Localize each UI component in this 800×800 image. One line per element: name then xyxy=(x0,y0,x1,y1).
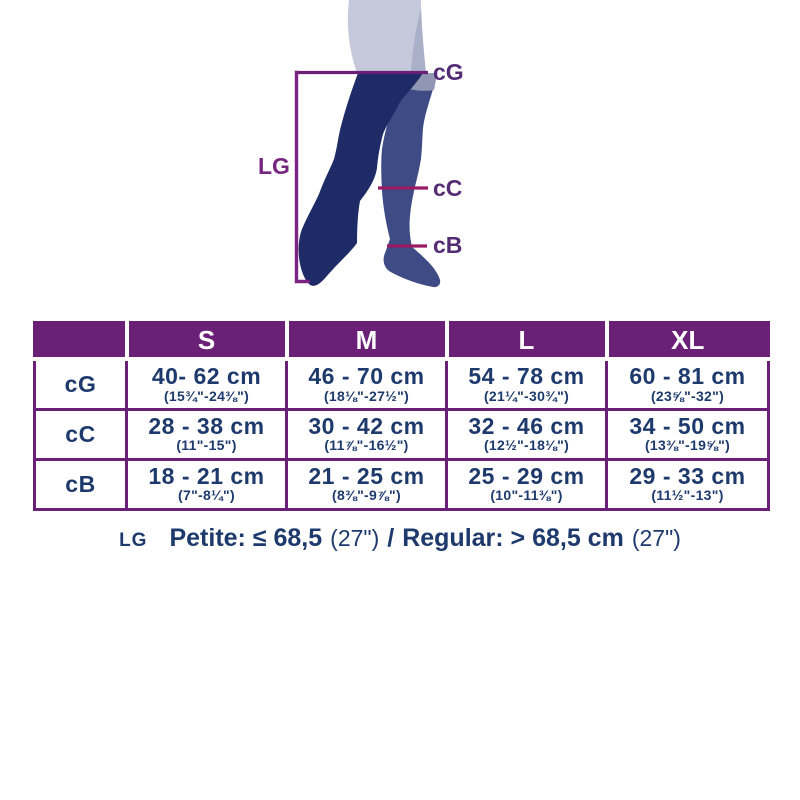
cell-cg-s: 40- 62 cm (15¾"-24⅜") xyxy=(125,359,287,409)
cg-label: cG xyxy=(433,59,464,85)
footnote-regular-text: Regular: > 68,5 cm xyxy=(402,524,624,552)
cell-cb-m: 21 - 25 cm (8⅜"-9⅞") xyxy=(285,457,447,509)
cell-value-inch: (11⅞"-16½") xyxy=(324,437,409,454)
cell-value-inch: (12½"-18⅛") xyxy=(483,437,570,454)
lg-length-bracket xyxy=(294,70,310,284)
cell-cg-m: 46 - 70 cm (18⅛"-27½") xyxy=(285,359,447,409)
header-size-xl: XL xyxy=(604,322,769,361)
row-label-cc: cC xyxy=(34,407,127,459)
cell-value-inch: (11½"-13") xyxy=(651,487,724,504)
footnote-separator: / xyxy=(387,524,395,552)
table-header-row: S M L XL xyxy=(34,322,769,361)
table-row-cc: cC 28 - 38 cm (11"-15") 30 - 42 cm (11⅞"… xyxy=(34,407,769,459)
length-footnote: LG Petite: ≤ 68,5 (27") / Regular: > 68,… xyxy=(0,524,800,553)
cell-value-inch: (11"-15") xyxy=(176,437,237,454)
cc-label: cC xyxy=(433,175,462,201)
row-label-cg: cG xyxy=(34,359,127,409)
cell-cc-s: 28 - 38 cm (11"-15") xyxy=(125,407,287,459)
cell-value-cm: 60 - 81 cm xyxy=(629,363,746,390)
header-corner-cell xyxy=(34,322,127,361)
cell-value-cm: 34 - 50 cm xyxy=(629,413,746,440)
cell-value-inch: (10"-11⅜") xyxy=(490,487,563,504)
cell-value-cm: 18 - 21 cm xyxy=(148,463,265,490)
cell-value-inch: (18⅛"-27½") xyxy=(323,387,410,404)
cell-value-cm: 30 - 42 cm xyxy=(308,413,425,440)
size-table: S M L XL cG 40- 62 cm (15¾"-24⅜") 46 - 7… xyxy=(33,321,770,511)
body-shadow xyxy=(411,8,426,73)
cell-value-inch: (13⅜"-19⅝") xyxy=(644,437,731,454)
cell-value-cm: 28 - 38 cm xyxy=(148,413,265,440)
header-size-m: M xyxy=(284,322,447,361)
footnote-petite-inches: (27") xyxy=(330,525,380,551)
cell-value-inch: (21¼"-30¾") xyxy=(483,387,570,404)
table-row-cg: cG 40- 62 cm (15¾"-24⅜") 46 - 70 cm (18⅛… xyxy=(34,359,769,409)
cell-value-inch: (15¾"-24⅜") xyxy=(163,387,250,404)
footnote-petite-text: Petite: ≤ 68,5 xyxy=(169,524,323,552)
front-leg-silhouette xyxy=(381,73,441,288)
cell-value-cm: 29 - 33 cm xyxy=(629,463,746,490)
body-silhouette xyxy=(347,0,426,73)
cell-value-cm: 32 - 46 cm xyxy=(468,413,585,440)
cell-value-cm: 46 - 70 cm xyxy=(308,363,425,390)
cell-cb-xl: 29 - 33 cm (11½"-13") xyxy=(605,457,769,509)
footnote-regular-inches: (27") xyxy=(631,525,681,551)
cb-label: cB xyxy=(433,232,462,258)
header-size-s: S xyxy=(124,322,287,361)
cell-value-cm: 21 - 25 cm xyxy=(308,463,425,490)
cell-value-inch: (8⅜"-9⅞") xyxy=(332,487,401,504)
cell-value-cm: 25 - 29 cm xyxy=(468,463,585,490)
cell-cc-l: 32 - 46 cm (12½"-18⅛") xyxy=(445,407,607,459)
legs-measurement-diagram: cG cC cB LG xyxy=(258,0,464,288)
footnote-lg-label: LG xyxy=(119,530,148,551)
cell-cc-m: 30 - 42 cm (11⅞"-16½") xyxy=(285,407,447,459)
cell-cg-xl: 60 - 81 cm (23⅝"-32") xyxy=(605,359,769,409)
back-leg-silhouette xyxy=(298,73,423,286)
cell-value-inch: (23⅝"-32") xyxy=(650,387,725,404)
cell-cg-l: 54 - 78 cm (21¼"-30¾") xyxy=(445,359,607,409)
cell-cb-l: 25 - 29 cm (10"-11⅜") xyxy=(445,457,607,509)
cell-cc-xl: 34 - 50 cm (13⅜"-19⅝") xyxy=(605,407,769,459)
lg-label: LG xyxy=(258,153,290,179)
cell-cb-s: 18 - 21 cm (7"-8¼") xyxy=(125,457,287,509)
row-label-cb: cB xyxy=(34,457,127,509)
cell-value-cm: 54 - 78 cm xyxy=(468,363,585,390)
cell-value-cm: 40- 62 cm xyxy=(151,363,262,390)
header-size-l: L xyxy=(444,322,607,361)
table-row-cb: cB 18 - 21 cm (7"-8¼") 21 - 25 cm (8⅜"-9… xyxy=(34,457,769,509)
cell-value-inch: (7"-8¼") xyxy=(178,487,235,504)
